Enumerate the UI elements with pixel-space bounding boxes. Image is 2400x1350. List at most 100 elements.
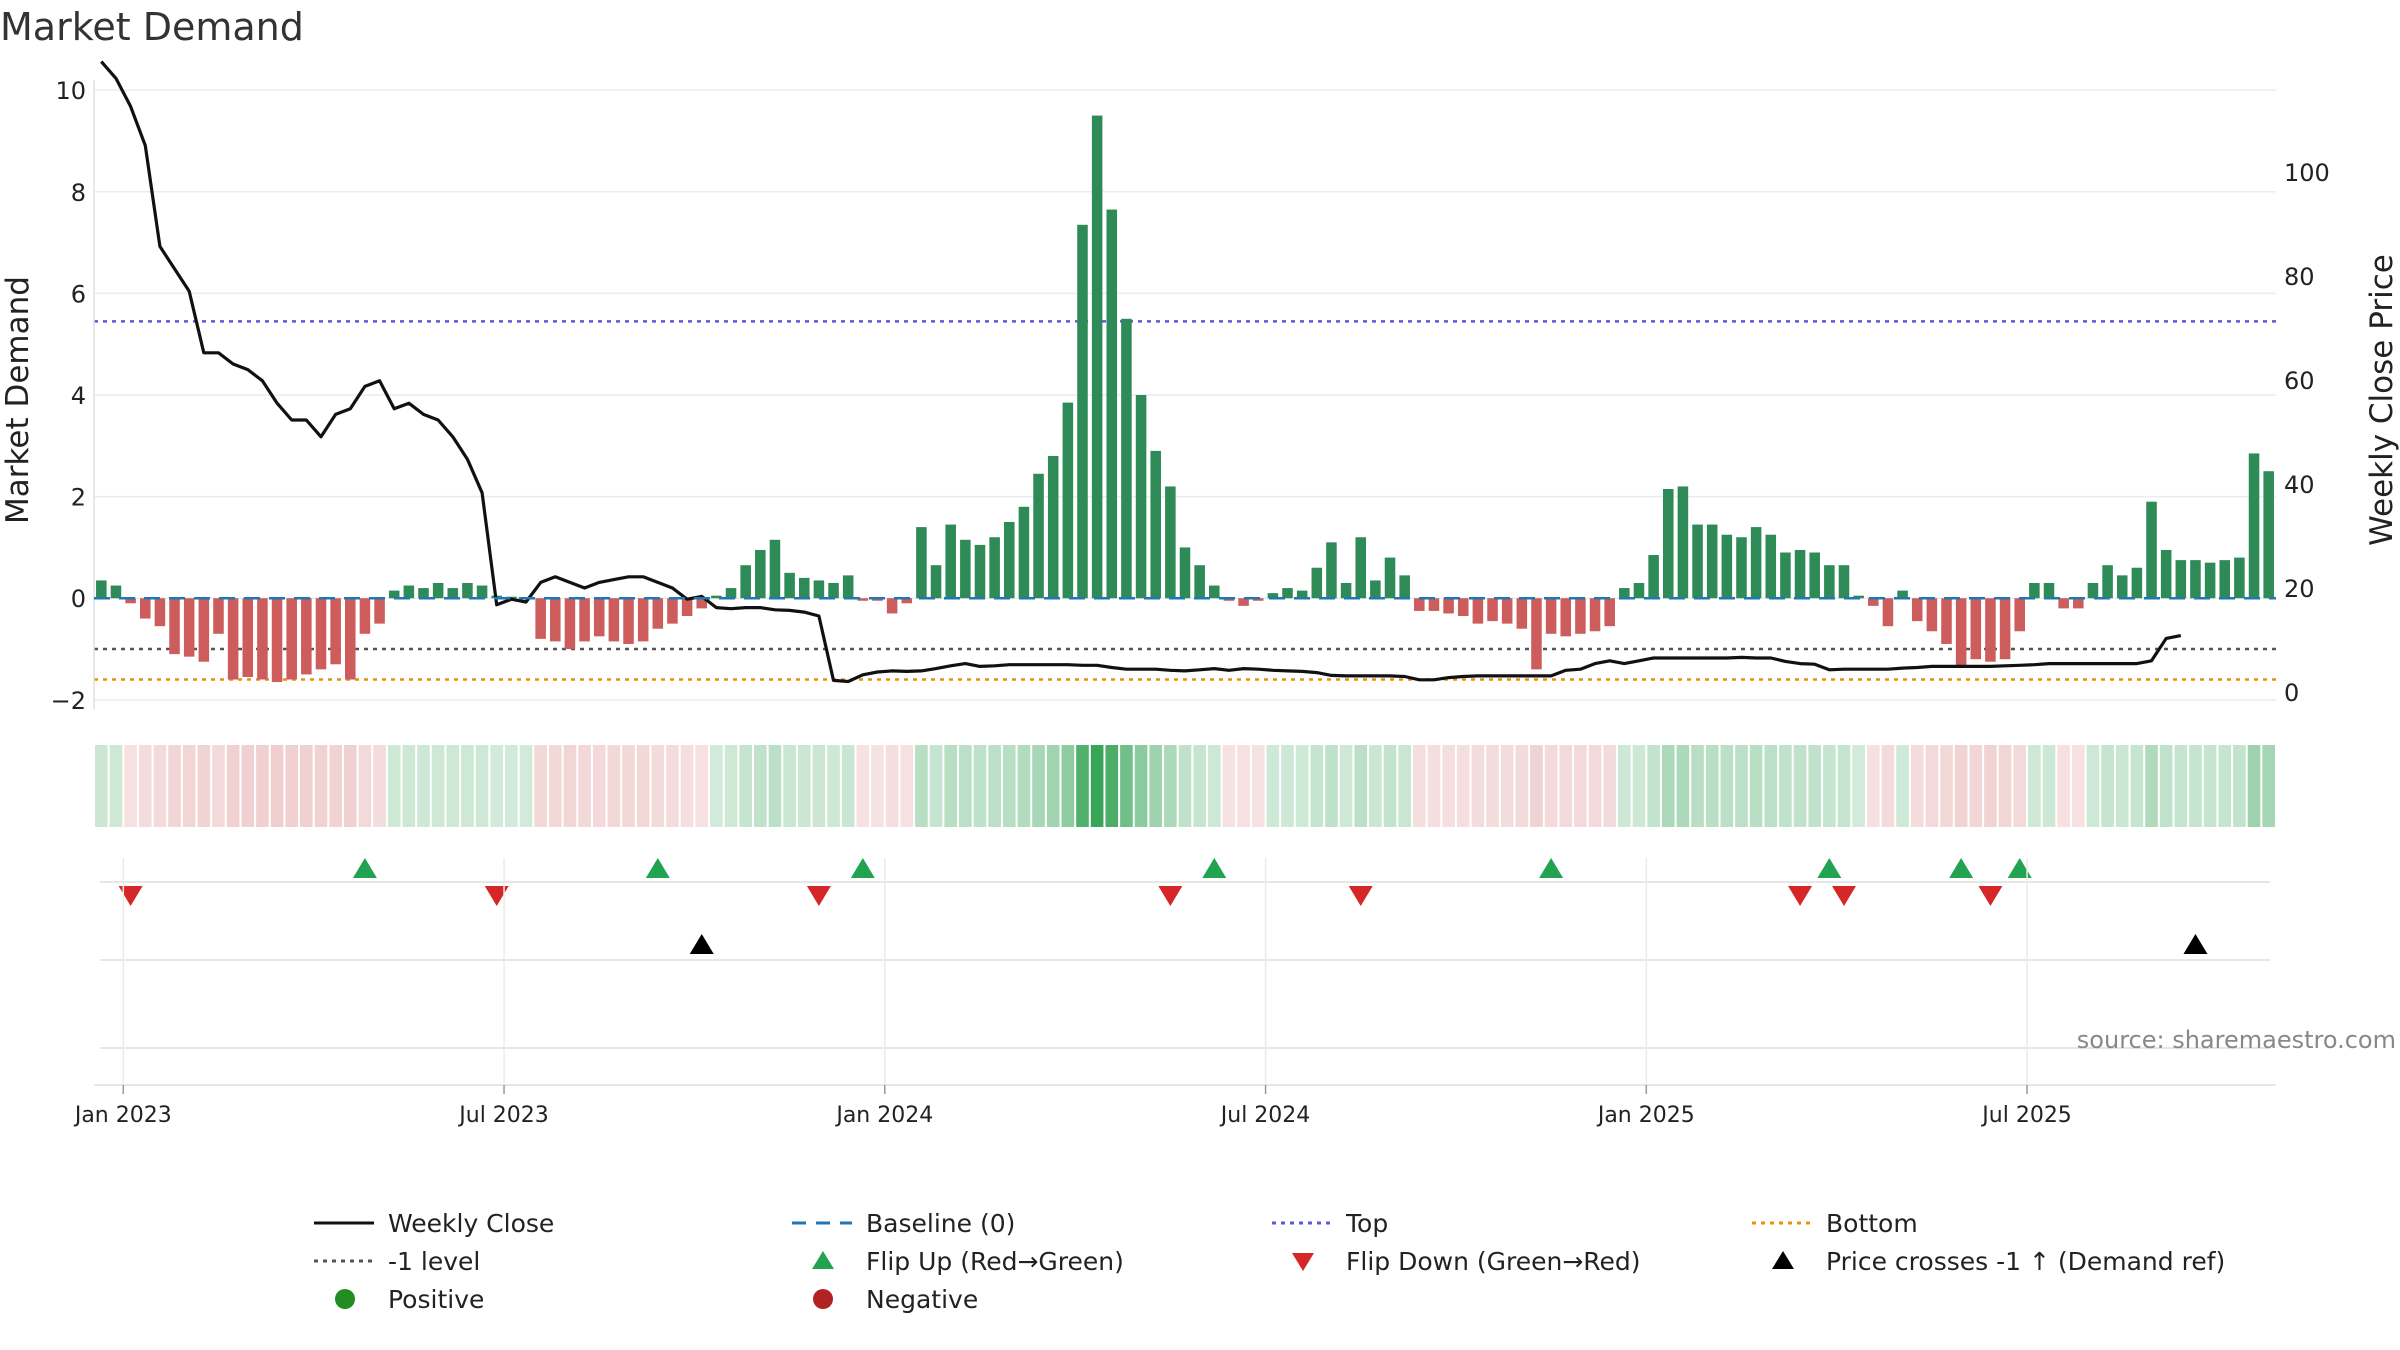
strip-cell (2057, 745, 2070, 827)
demand-bar (652, 598, 664, 629)
strip-cell (1588, 745, 1602, 827)
demand-bar (1018, 506, 1030, 599)
demand-bar (1545, 598, 1557, 634)
strip-cell (2101, 745, 2114, 827)
strip-cell (446, 745, 460, 827)
legend-swatch (1752, 1221, 1812, 1225)
demand-bar (2190, 560, 2201, 599)
strip-cell (182, 745, 196, 827)
legend-swatch (314, 1221, 374, 1225)
y2-tick-label: 60 (2284, 367, 2315, 395)
demand-bar (1897, 590, 1908, 599)
demand-bar (1399, 575, 1410, 599)
legend-item: Positive (312, 1281, 484, 1317)
demand-bar (1326, 542, 1337, 599)
demand-bar (1414, 598, 1425, 611)
flip-up-marker (645, 858, 670, 878)
strip-cell (1134, 745, 1148, 827)
demand-bar (432, 582, 444, 599)
demand-bar (1955, 598, 1967, 667)
legend-item: Flip Up (Red→Green) (790, 1243, 1124, 1279)
demand-bar (1340, 582, 1352, 599)
legend-marker (813, 1289, 833, 1309)
demand-bar (1282, 588, 1293, 599)
strip-cell (915, 745, 928, 827)
strip-cell (1764, 745, 1778, 827)
y-tick-label: 4 (71, 382, 86, 410)
demand-bar (1487, 598, 1498, 622)
demand-bar (315, 598, 327, 670)
demand-bar (286, 598, 297, 680)
demand-bar (1150, 450, 1161, 599)
strip-cell (2028, 745, 2041, 827)
demand-bar (1794, 549, 1806, 599)
legend-item: Bottom (1750, 1205, 1918, 1241)
strip-cell (1076, 745, 1089, 827)
demand-bar (1516, 598, 1528, 629)
demand-bar (1501, 598, 1513, 624)
strip-cell (2071, 745, 2085, 827)
demand-bar (1165, 486, 1176, 599)
demand-bar (1575, 598, 1586, 634)
strip-cell (2218, 745, 2232, 827)
strip-cell (2115, 745, 2129, 827)
strip-cell (1032, 745, 1045, 827)
flip-down-marker (1348, 886, 1373, 906)
demand-bar (2102, 565, 2113, 599)
y2-axis-label: Weekly Close Price (2364, 254, 2400, 546)
strip-cell (95, 745, 108, 827)
demand-bar (330, 598, 341, 665)
strip-cell (2086, 745, 2100, 827)
demand-bar (564, 598, 576, 650)
demand-bar (1941, 598, 1952, 644)
strip-cell (1940, 745, 1953, 827)
strip-cell (329, 745, 342, 827)
legend-item: Flip Down (Green→Red) (1270, 1243, 1641, 1279)
demand-bar (886, 598, 898, 614)
demand-bar (2175, 560, 2187, 599)
market-demand-chart: Market Demand Market Demand Weekly Close… (0, 5, 2400, 1128)
strip-cell (592, 745, 606, 827)
legend-swatch (1272, 1221, 1332, 1225)
strip-cell (1237, 745, 1250, 827)
demand-bar (755, 549, 766, 599)
strip-cell (314, 745, 328, 827)
demand-bar (1662, 488, 1674, 599)
legend-swatch (314, 1259, 374, 1263)
demand-bar (1560, 598, 1572, 637)
strip-cell (1676, 745, 1690, 827)
strip-cell (490, 745, 504, 827)
strip-cell (2145, 745, 2158, 827)
legend-label: Flip Up (Red→Green) (866, 1246, 1124, 1276)
demand-bar (696, 598, 708, 609)
strip-cell (1559, 745, 1573, 827)
demand-bar (535, 598, 546, 639)
strip-cell (2203, 745, 2217, 827)
strip-cell (1046, 745, 1060, 827)
strip-cell (168, 745, 181, 827)
legend-marker (812, 1251, 834, 1269)
strip-cell (475, 745, 489, 827)
demand-bar (623, 598, 634, 644)
strip-cell (1383, 745, 1397, 827)
legend-swatch (335, 1289, 355, 1309)
demand-bar (506, 596, 517, 599)
demand-bar (1033, 473, 1044, 599)
strip-cell (1310, 745, 1324, 827)
strip-cell (666, 745, 679, 827)
reference-lines (94, 320, 2276, 681)
weekly-close-line (100, 60, 2182, 684)
demand-bar (1106, 209, 1118, 599)
demand-bar (2219, 560, 2231, 599)
strip-cell (1486, 745, 1499, 827)
demand-bar (1853, 595, 1864, 599)
strip-cell (1647, 745, 1660, 827)
strip-cell (900, 745, 914, 827)
demand-bar (2131, 567, 2143, 599)
legend-swatch (812, 1251, 834, 1269)
strip-cell (153, 745, 167, 827)
x-tick-label: Jan 2025 (1596, 1103, 1695, 1128)
strip-cell (1866, 745, 1880, 827)
strip-cell (2042, 745, 2056, 827)
flip-up-marker (1539, 858, 1564, 878)
